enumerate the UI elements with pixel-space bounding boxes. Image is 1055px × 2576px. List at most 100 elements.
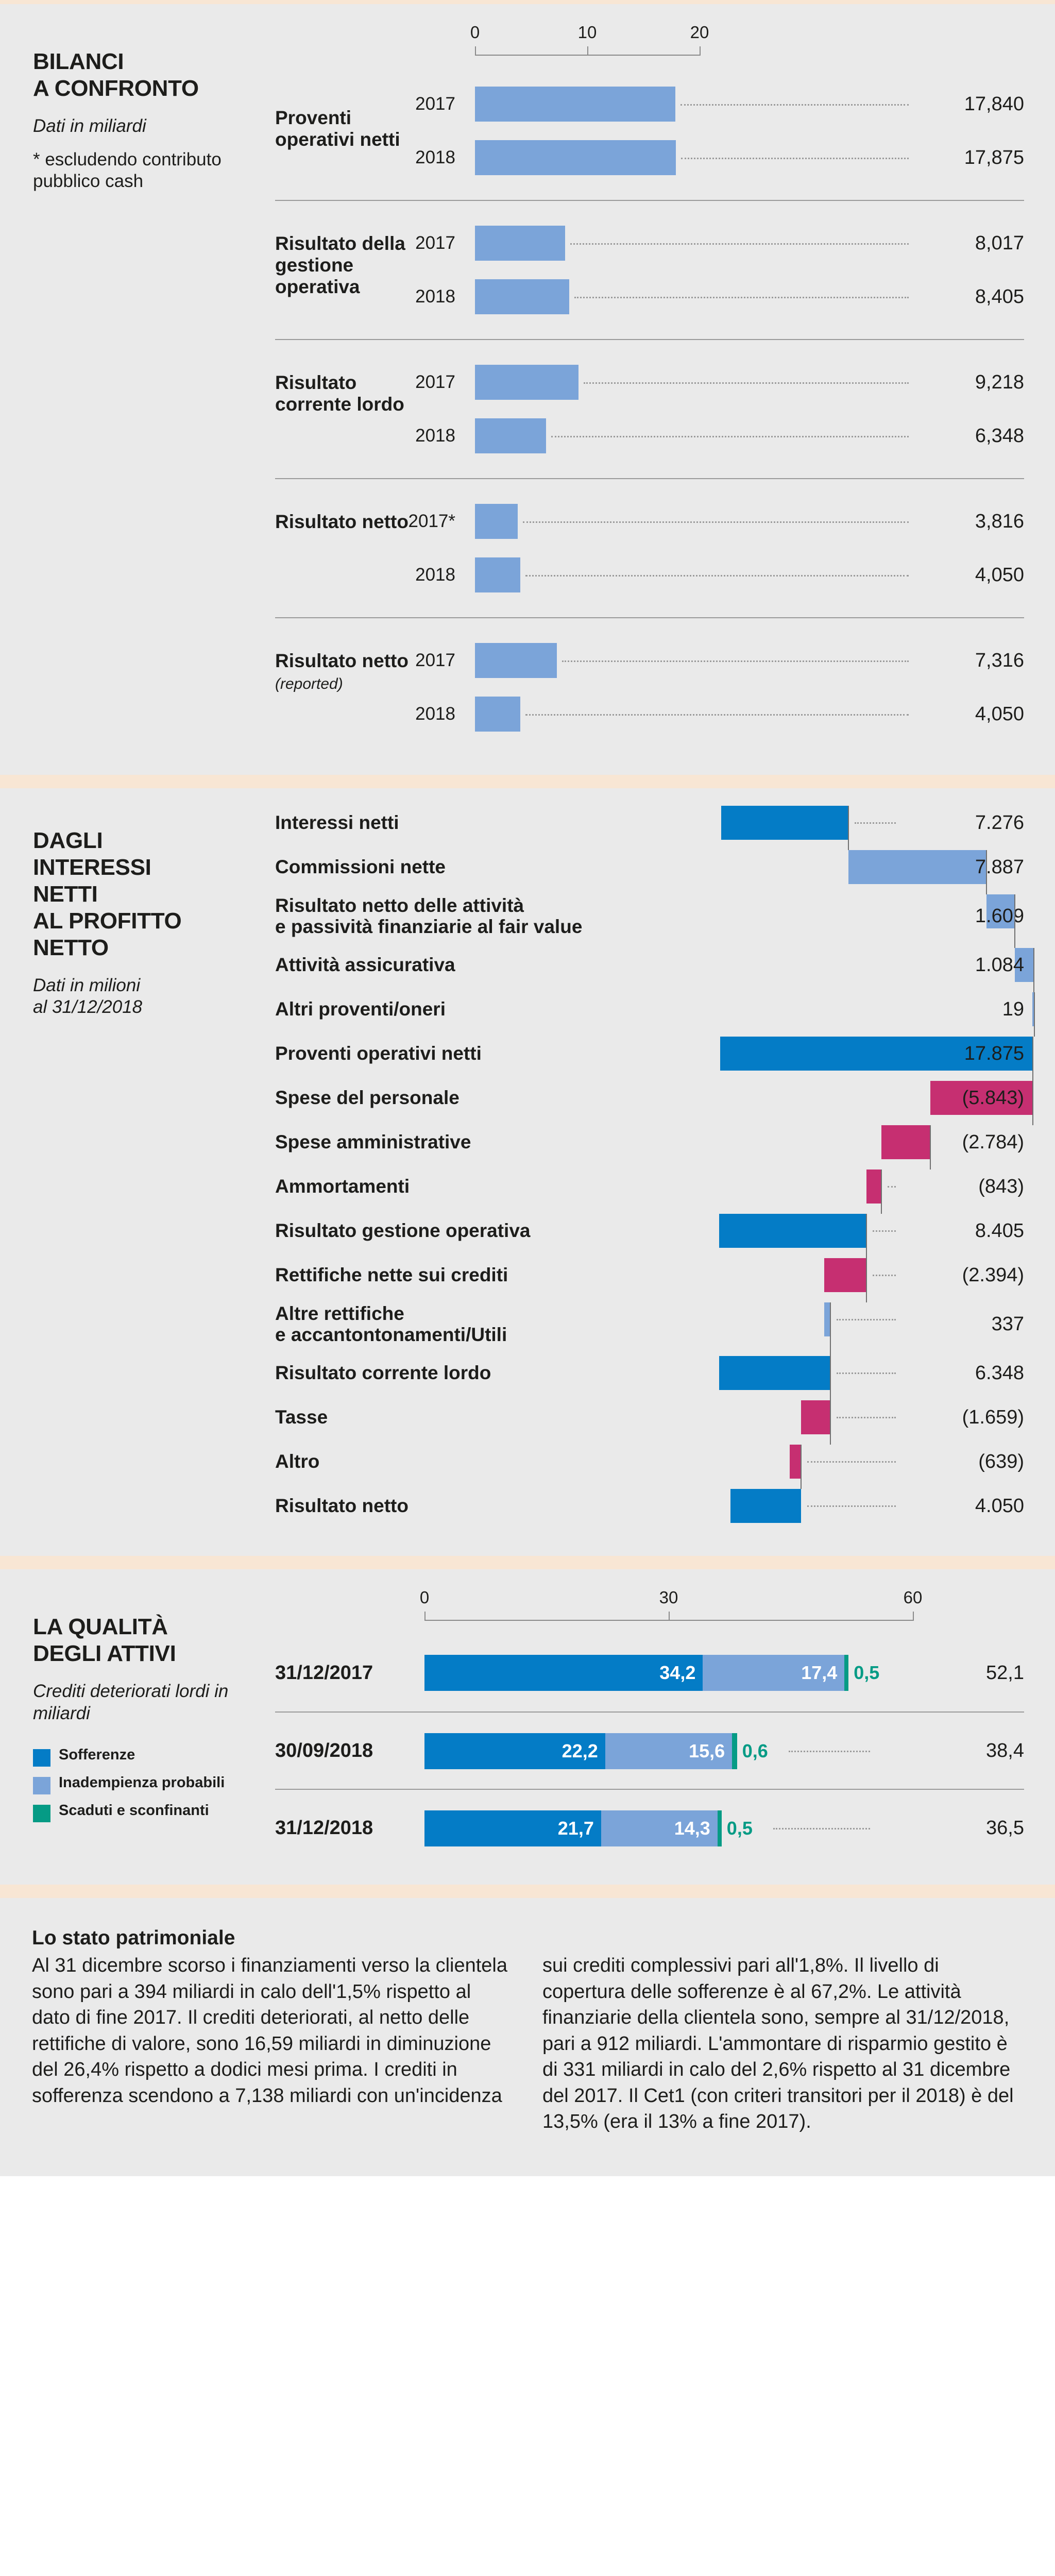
bar-group: Risultato della gestione operativa 2017 8,… [275, 200, 1024, 339]
legend-label: Scaduti e sconfinanti [59, 1802, 209, 1819]
waterfall-value-label: 6.348 [975, 1362, 1024, 1384]
waterfall-bar [824, 1302, 830, 1336]
waterfall-row: Interessi netti 7.276 [275, 801, 1024, 850]
section2-subtitle-line1: Dati in milioni [33, 975, 141, 995]
waterfall-value-label: 4.050 [975, 1495, 1024, 1517]
leader-line [525, 575, 909, 577]
section3-title-line1: LA QUALITÀ [33, 1614, 168, 1639]
bar-row-year: 2017 [415, 650, 455, 670]
stacked-bar-total: 38,4 [986, 1739, 1024, 1761]
leader-line [873, 1275, 896, 1276]
waterfall-value-label: 7.887 [975, 856, 1024, 878]
waterfall-row: Risultato gestione operativa 8.405 [275, 1209, 1024, 1258]
waterfall-row: Altro (639) [275, 1439, 1024, 1489]
bar-row: 2018 4,050 [275, 687, 1024, 741]
bar-group-label: Proventi operativi netti [275, 107, 400, 150]
leader-line [807, 1505, 896, 1507]
section1-heading-block: BILANCI A CONFRONTO Dati in miliardi * e… [33, 20, 275, 756]
waterfall-row-label: Rettifiche nette sui crediti [275, 1264, 508, 1286]
section1-subtitle: Dati in miliardi [33, 115, 146, 136]
section2-title-line4: AL PROFITTO [33, 908, 182, 934]
section2-subtitle-line2: al 31/12/2018 [33, 997, 143, 1018]
section1-title: BILANCI A CONFRONTO [33, 48, 275, 102]
bar-row: 2018 4,050 [275, 548, 1024, 602]
bar-value-label: 7,316 [975, 649, 1024, 671]
waterfall-row: Rettifiche nette sui crediti (2.394) [275, 1253, 1024, 1302]
waterfall-connector [801, 1445, 802, 1489]
axis-tick-mark [475, 46, 476, 56]
leader-line [837, 1319, 896, 1320]
text-column-left: Lo stato patrimoniale Al 31 dicembre sco… [32, 1927, 513, 2135]
infographic-page: BILANCI A CONFRONTO Dati in miliardi * e… [0, 0, 1055, 2176]
waterfall-connector [1033, 948, 1034, 992]
bottom-spacer [0, 2171, 1055, 2176]
waterfall-value-label: (2.394) [962, 1264, 1024, 1286]
waterfall-bar [721, 806, 848, 840]
segment-value-label: 15,6 [689, 1740, 725, 1761]
section-lo-stato-patrimoniale: Lo stato patrimoniale Al 31 dicembre sco… [0, 1885, 1055, 2171]
waterfall-row-label: Altri proventi/oneri [275, 998, 446, 1020]
waterfall-value-label: 7.276 [975, 811, 1024, 834]
waterfall-row-label: Tasse [275, 1406, 328, 1428]
waterfall-connector [830, 1400, 831, 1445]
stacked-bar-row: 31/12/2018 21,7 14,3 0,5 36,5 [275, 1789, 1024, 1866]
leader-line [873, 1230, 896, 1232]
waterfall-bar [1032, 992, 1034, 1026]
stacked-bar-row: 30/09/2018 22,2 15,6 0,6 38,4 [275, 1711, 1024, 1789]
section3-subtitle: Crediti deteriorati lordi in miliardi [33, 1681, 229, 1723]
waterfall-row: Altre rettifiche e accantontonamenti/Util… [275, 1297, 1024, 1356]
leader-line [525, 714, 909, 716]
leader-line [574, 297, 909, 298]
waterfall-value-label: (639) [978, 1450, 1024, 1472]
leader-line [788, 1751, 870, 1752]
bar [475, 504, 518, 539]
waterfall-value-label: 1.084 [975, 954, 1024, 976]
legend-item: Scaduti e sconfinanti [33, 1802, 275, 1823]
waterfall-bar [824, 1258, 866, 1292]
waterfall-row-label: Proventi operativi netti [275, 1043, 482, 1064]
waterfall-row-label: Risultato netto [275, 1495, 409, 1517]
leader-line [837, 1372, 896, 1374]
section2-title-line1: DAGLI [33, 828, 103, 853]
axis-tick-label: 10 [577, 23, 597, 42]
section3-title-line2: DEGLI ATTIVI [33, 1640, 176, 1666]
stacked-bar-total: 36,5 [986, 1817, 1024, 1839]
bar-value-label: 8,017 [975, 232, 1024, 254]
bar-value-label: 17,840 [964, 93, 1024, 115]
segment-inadempienza: 14,3 [601, 1810, 718, 1846]
waterfall-value-label: 17.875 [964, 1042, 1024, 1064]
bar-row-year: 2017 [415, 372, 455, 392]
waterfall-row: Spese amministrative (2.784) [275, 1120, 1024, 1170]
waterfall-value-label: 8.405 [975, 1219, 1024, 1242]
waterfall-row-label: Altro [275, 1451, 320, 1472]
axis-tick-label: 0 [470, 23, 480, 42]
bar-group: Risultato corrente lordo 2017 9,218 2018 6,3… [275, 339, 1024, 478]
bar-group: Risultato netto 2017* 3,816 2018 4,050 [275, 478, 1024, 617]
segment-scaduti [844, 1655, 849, 1691]
waterfall-bar [986, 894, 1015, 928]
bar-value-label: 9,218 [975, 371, 1024, 393]
waterfall-row-label: Risultato gestione operativa [275, 1220, 531, 1242]
section3-heading-block: LA QUALITÀ DEGLI ATTIVI Crediti deterior… [33, 1585, 275, 1866]
leader-line [680, 158, 909, 159]
waterfall-row-label: Ammortamenti [275, 1176, 410, 1197]
bar [475, 279, 570, 314]
bar-group: Proventi operativi netti 2017 17,840 2018 17… [275, 75, 1024, 200]
waterfall-connector [1014, 894, 1015, 948]
waterfall-connector [986, 850, 987, 894]
axis-tick-mark [587, 46, 588, 56]
bar-group-label: Risultato corrente lordo [275, 372, 404, 415]
text-heading: Lo stato patrimoniale [32, 1927, 235, 1949]
leader-line [837, 1417, 896, 1418]
bar [475, 226, 565, 261]
waterfall-bar [790, 1445, 801, 1479]
leader-line [523, 521, 909, 523]
waterfall-value-label: (843) [978, 1175, 1024, 1197]
bar [475, 87, 675, 122]
bar-row: 2017 17,840 [275, 77, 1024, 131]
waterfall-connector [866, 1258, 867, 1302]
bar-row-year: 2018 [415, 147, 455, 167]
waterfall-value-label: (1.659) [962, 1406, 1024, 1428]
waterfall-bar [720, 1037, 1033, 1071]
leader-line [583, 382, 909, 384]
